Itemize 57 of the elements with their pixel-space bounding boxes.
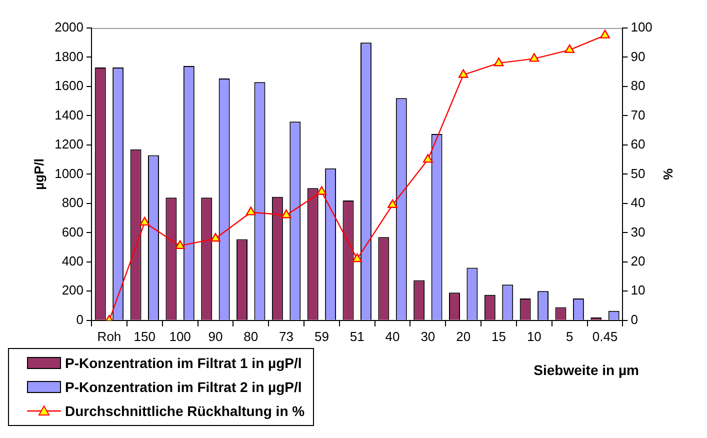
x-tick-label: 73 <box>279 328 294 344</box>
y2-axis-title: % <box>660 168 676 180</box>
point <box>600 30 610 38</box>
y-tick-label: 1200 <box>54 136 84 152</box>
point <box>529 53 540 62</box>
x-tick-label: Roh <box>97 328 122 344</box>
y-tick-label: 600 <box>62 224 84 240</box>
y-tick-label: 800 <box>62 195 84 210</box>
point <box>388 199 398 208</box>
point <box>352 253 362 262</box>
legend-label: P-Konzentration im Filtrat 2 in µgP/l <box>65 379 302 395</box>
x-tick-label: 100 <box>169 328 191 344</box>
x-tick-label: 15 <box>492 328 506 344</box>
y2-tick-label: 80 <box>630 78 646 94</box>
y2-tick-label: 0 <box>630 312 638 327</box>
x-tick-label: 30 <box>420 328 436 344</box>
y2-tick-label: 60 <box>630 136 646 152</box>
x-tick-label: 51 <box>350 328 364 344</box>
x-tick-label: 150 <box>134 328 156 344</box>
x-tick-label: 10 <box>526 328 542 344</box>
y-axis-title: µgP/l <box>31 158 46 190</box>
y-tick-label: 1800 <box>54 48 84 64</box>
y2-tick-label: 70 <box>630 107 646 122</box>
y2-tick-label: 20 <box>630 254 646 268</box>
point <box>316 186 327 195</box>
y-tick-label: 400 <box>62 254 84 268</box>
point <box>458 69 468 78</box>
y-tick-label: 1000 <box>54 166 84 181</box>
x-tick-label: 90 <box>208 328 223 344</box>
y-tick-label: 0 <box>76 312 84 327</box>
y-tick-label: 2000 <box>54 20 84 35</box>
point <box>246 206 256 216</box>
point <box>564 44 575 54</box>
y2-tick-label: 50 <box>630 166 646 181</box>
x-tick-label: 5 <box>566 328 574 344</box>
point <box>210 232 220 242</box>
legend-label: Durchschnittliche Rückhaltung in % <box>65 403 305 419</box>
y-tick-label: 1400 <box>54 107 84 122</box>
y2-tick-label: 40 <box>630 195 646 210</box>
point <box>175 240 185 249</box>
x-tick-label: 80 <box>244 328 258 344</box>
x-tick-label: 40 <box>385 328 400 344</box>
y-tick-label: 200 <box>62 282 84 298</box>
y2-tick-label: 10 <box>630 282 646 298</box>
x-axis-title: Siebweite in µm <box>534 362 639 378</box>
legend-label: P-Konzentration im Filtrat 1 in µgP/l <box>65 355 302 371</box>
x-tick-label: 0.45 <box>592 328 618 344</box>
point <box>423 154 433 163</box>
y-tick-label: 1600 <box>54 78 84 94</box>
y2-tick-label: 90 <box>630 48 646 64</box>
point <box>140 216 150 226</box>
y2-tick-label: 30 <box>630 224 646 240</box>
x-tick-label: 59 <box>314 328 329 344</box>
y2-tick-label: 100 <box>630 20 652 35</box>
point <box>494 57 504 66</box>
x-tick-label: 20 <box>456 328 471 344</box>
point <box>281 210 292 218</box>
